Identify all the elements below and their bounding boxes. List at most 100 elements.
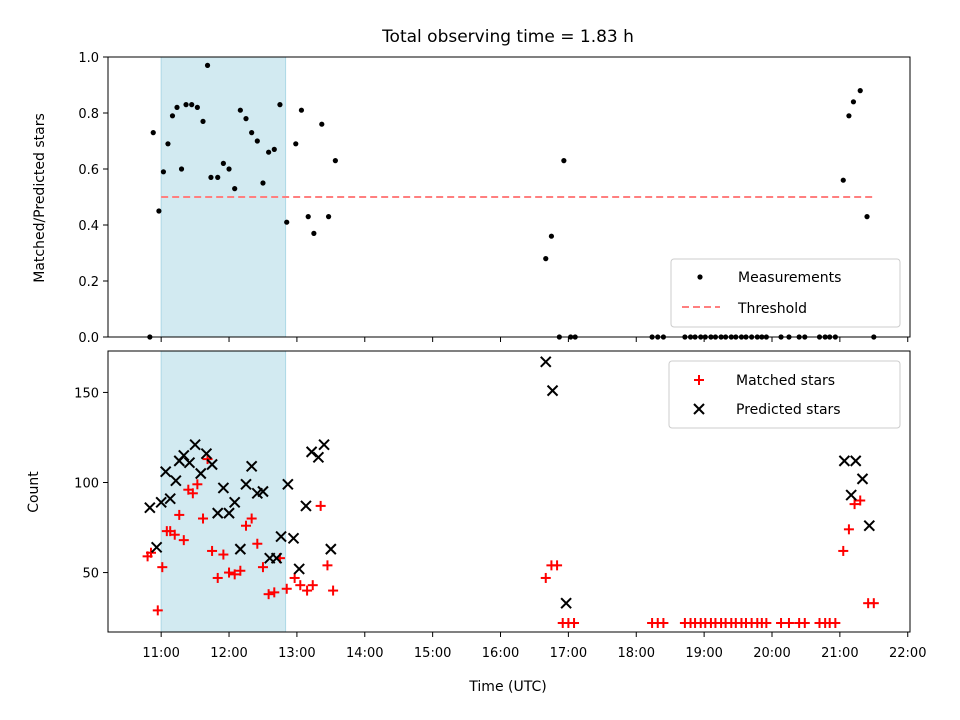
matched-star-point xyxy=(328,585,339,596)
x-tick-label: 20:00 xyxy=(753,646,790,661)
predicted-star-point xyxy=(546,384,559,397)
measurement-point xyxy=(174,104,180,110)
measurement-point xyxy=(194,104,200,110)
measurement-point xyxy=(548,233,555,239)
predicted-star-point xyxy=(144,502,156,514)
matched-star-point xyxy=(229,569,240,580)
measurement-point xyxy=(183,102,189,108)
measurement-point xyxy=(189,102,195,108)
measurement-point xyxy=(160,169,167,175)
measurement-point xyxy=(243,116,249,122)
legend-matched-marker xyxy=(694,375,704,385)
legend-measurement-marker xyxy=(697,274,703,280)
matched-star-point xyxy=(252,538,263,549)
x-tick-label: 11:00 xyxy=(142,646,179,661)
measurement-point xyxy=(543,256,549,262)
bottom-shaded-span xyxy=(160,350,287,633)
matched-star-point xyxy=(169,529,180,540)
predicted-star-point xyxy=(189,438,201,451)
x-tick-label: 22:00 xyxy=(889,646,926,661)
matched-star-point xyxy=(257,562,268,573)
bottom-plot-frame xyxy=(107,350,911,633)
measurement-point xyxy=(325,214,332,220)
measurement-point xyxy=(284,219,290,225)
measurement-point xyxy=(277,102,283,108)
measurement-point xyxy=(178,166,185,172)
predicted-star-point xyxy=(282,478,294,491)
predicted-star-point xyxy=(560,597,572,609)
measurement-point xyxy=(846,113,852,119)
measurement-point xyxy=(232,186,238,192)
predicted-star-point xyxy=(178,449,190,462)
matched-star-point xyxy=(838,545,849,556)
predicted-star-point xyxy=(223,507,235,519)
x-tick-label: 12:00 xyxy=(210,646,247,661)
legend-predicted-label: Predicted stars xyxy=(736,402,841,418)
top-y-tick-label: 0.6 xyxy=(78,163,99,178)
predicted-star-point xyxy=(234,543,247,555)
top-plot-frame xyxy=(107,56,911,338)
predicted-star-point xyxy=(206,458,218,471)
x-tick-label: 16:00 xyxy=(482,646,519,661)
matched-star-point xyxy=(281,583,292,594)
predicted-star-point xyxy=(170,474,182,487)
top-y-tick-label: 0.0 xyxy=(78,331,99,346)
bottom-panel: 50 100 150 11:00 12:00 13:00 14:00 15:00 16:00 17… xyxy=(74,350,926,661)
matched-star-point xyxy=(783,617,794,628)
measurement-point xyxy=(254,138,260,144)
measurement-point xyxy=(332,158,338,164)
legend-threshold-label: Threshold xyxy=(737,301,807,317)
measurement-point xyxy=(266,149,272,155)
predicted-star-point xyxy=(849,455,862,467)
predicted-star-point xyxy=(257,485,269,498)
measurement-point xyxy=(271,146,277,152)
predicted-star-point xyxy=(300,500,312,512)
matched-star-point xyxy=(315,500,326,511)
predicted-star-point xyxy=(318,438,330,451)
matched-star-point xyxy=(178,535,189,546)
matched-star-point xyxy=(658,617,669,628)
measurement-point xyxy=(840,177,846,183)
measurement-point xyxy=(204,62,211,68)
predicted-star-point xyxy=(217,482,230,494)
measurement-point xyxy=(857,88,863,94)
matched-star-point xyxy=(145,547,156,558)
predicted-star-point xyxy=(228,496,241,509)
matched-star-point xyxy=(241,520,252,531)
predicted-star-point xyxy=(270,552,283,564)
predicted-star-point xyxy=(845,489,857,501)
x-tick-label: 18:00 xyxy=(618,646,655,661)
top-panel: 0.0 0.2 0.4 0.6 0.8 1.0 Measurements Threshold xyxy=(78,51,911,346)
matched-star-point xyxy=(157,562,168,573)
measurement-point xyxy=(298,107,305,113)
matched-star-point xyxy=(569,617,580,628)
x-tick-label: 13:00 xyxy=(278,646,315,661)
predicted-star-point xyxy=(293,563,305,575)
chart-title: Total observing time = 1.83 h xyxy=(381,27,634,47)
predicted-star-point xyxy=(240,478,252,491)
predicted-star-point xyxy=(183,456,196,469)
matched-star-point xyxy=(235,565,246,576)
top-y-tick-label: 0.8 xyxy=(78,107,99,122)
matched-star-point xyxy=(552,560,563,571)
matched-star-point xyxy=(761,617,772,628)
measurement-point xyxy=(169,113,176,119)
matched-star-point xyxy=(263,589,274,600)
matched-star-point xyxy=(540,572,551,583)
legend-matched-label: Matched stars xyxy=(736,373,835,389)
bottom-legend-box xyxy=(668,360,901,429)
matched-star-point xyxy=(830,617,841,628)
predicted-star-point xyxy=(856,473,869,485)
top-y-tick-label: 1.0 xyxy=(78,51,99,66)
measurement-point xyxy=(850,99,857,105)
matched-star-point xyxy=(152,605,163,616)
top-y-axis-label: Matched/Predicted stars xyxy=(32,113,48,283)
top-legend: Measurements Threshold xyxy=(670,258,901,328)
predicted-star-point xyxy=(150,541,163,554)
bottom-legend: Matched stars Predicted stars xyxy=(668,360,901,429)
predicted-star-point xyxy=(155,496,167,509)
matched-star-point xyxy=(224,567,235,578)
x-tick-label: 21:00 xyxy=(821,646,858,661)
matched-star-point xyxy=(192,479,203,490)
